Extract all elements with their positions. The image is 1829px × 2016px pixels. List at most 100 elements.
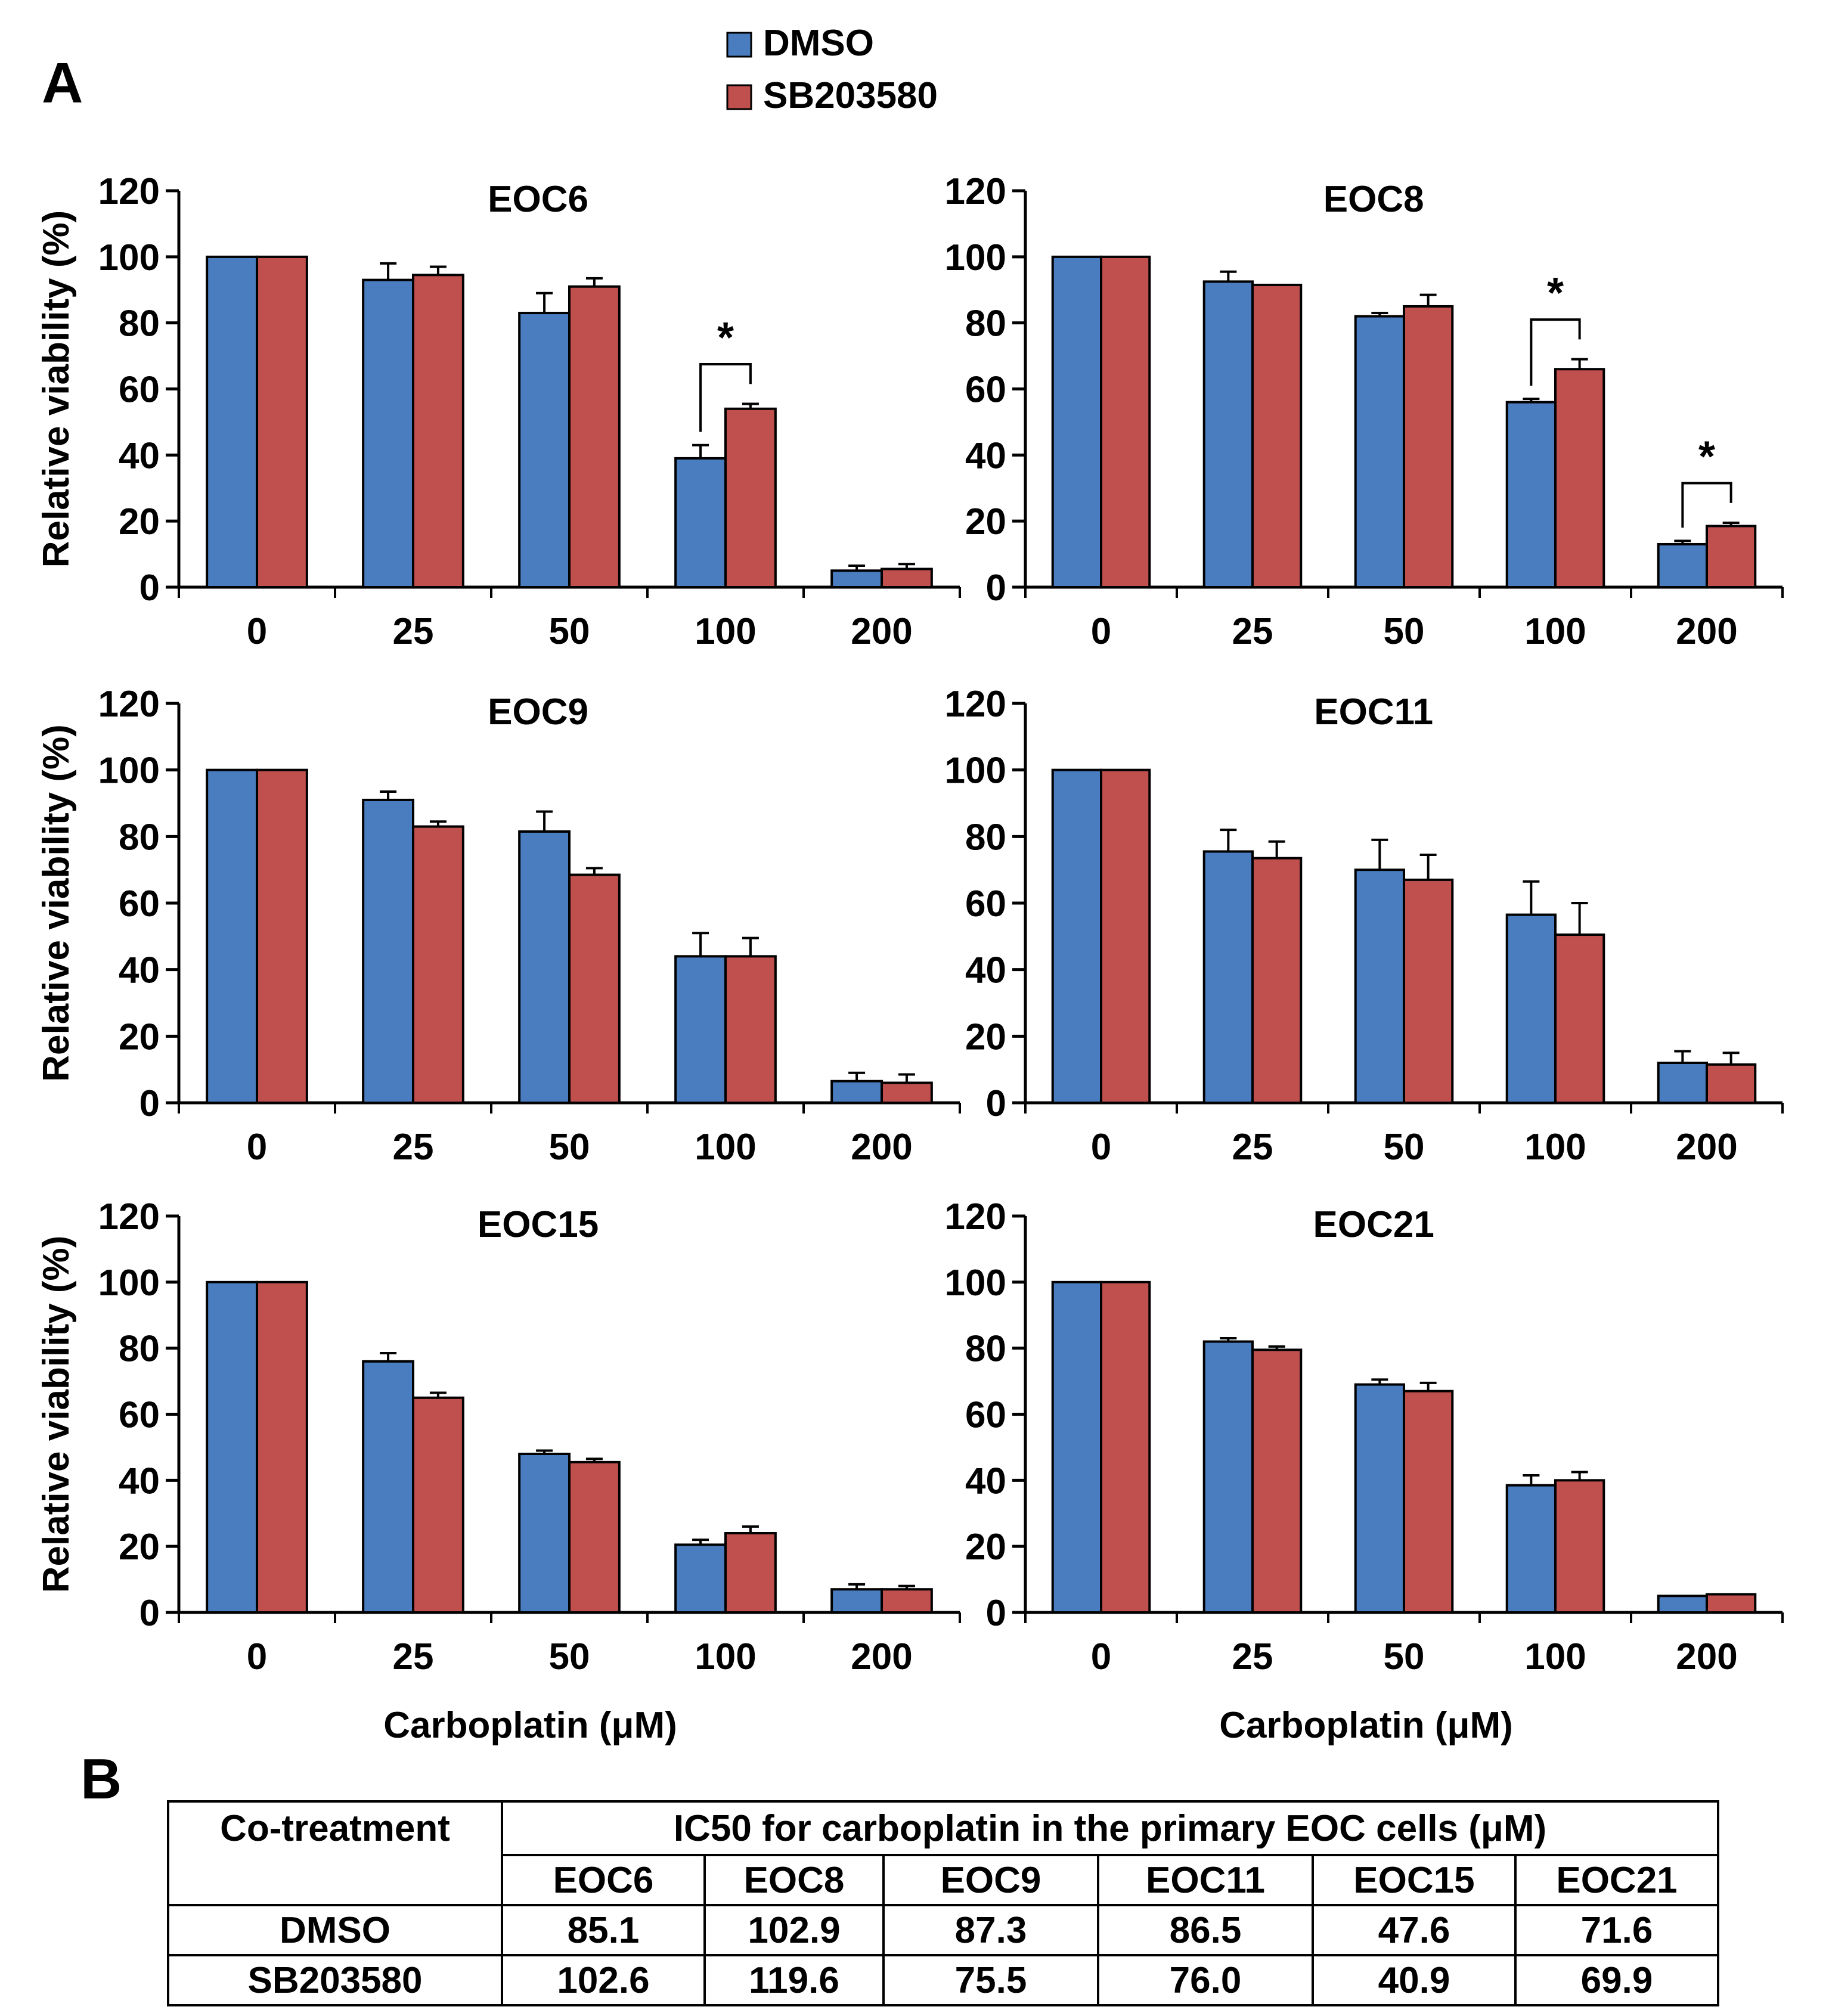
y-tick-label: 80 — [965, 817, 1006, 858]
table-cell: 69.9 — [1514, 1954, 1720, 2006]
legend-swatch — [726, 32, 752, 58]
y-tick-label: 80 — [119, 1329, 160, 1370]
chart-title: EOC8 — [1323, 179, 1424, 220]
y-tick-label: 60 — [119, 883, 160, 925]
table-cell: 47.6 — [1312, 1904, 1517, 1956]
x-tick-label: 0 — [1091, 1127, 1111, 1168]
table-cell: 86.5 — [1097, 1904, 1314, 1956]
table-cell: 71.6 — [1514, 1904, 1720, 1956]
y-tick-label: 100 — [945, 750, 1006, 792]
bar-sb203580 — [1554, 368, 1605, 588]
x-tick-label: 100 — [1524, 611, 1586, 652]
bar-sb203580 — [1403, 305, 1454, 588]
y-tick-label: 60 — [965, 883, 1006, 925]
bar-sb203580 — [1251, 1348, 1303, 1614]
x-tick-label: 25 — [1232, 611, 1273, 652]
y-tick-label: 0 — [140, 567, 160, 609]
x-tick-label: 50 — [1384, 1127, 1425, 1168]
y-tick-label: 120 — [945, 171, 1006, 212]
bar-sb203580 — [256, 1280, 308, 1614]
y-tick-label: 100 — [98, 237, 160, 278]
bar-dmso — [1505, 401, 1557, 589]
x-tick-label: 25 — [393, 1127, 434, 1168]
table-row: SB203580 102.6 119.6 75.5 76.0 40.9 69.9 — [167, 1954, 1720, 2006]
y-tick-label: 40 — [119, 950, 160, 991]
bar-sb203580 — [724, 955, 777, 1105]
bar-sb203580 — [568, 873, 621, 1104]
y-tick-label: 40 — [119, 435, 160, 476]
x-tick-label: 50 — [1384, 611, 1425, 652]
bar-sb203580 — [724, 1532, 777, 1614]
bar-sb203580 — [881, 1081, 933, 1104]
legend-label: SB203580 — [763, 75, 938, 116]
bar-dmso — [674, 955, 727, 1105]
bar-dmso — [362, 278, 414, 588]
y-tick-label: 0 — [986, 1593, 1006, 1634]
table-cell: 102.6 — [501, 1954, 706, 2006]
table-cell: 85.1 — [501, 1904, 706, 1956]
bar-sb203580 — [412, 1396, 464, 1614]
table-cell: 102.9 — [703, 1904, 885, 1956]
significance-bracket — [1681, 482, 1732, 528]
chart-title: EOC15 — [478, 1204, 599, 1245]
x-tick-label: 100 — [1524, 1636, 1586, 1677]
bar-dmso — [674, 457, 727, 588]
bar-dmso — [362, 798, 414, 1104]
y-tick-label: 60 — [119, 370, 160, 411]
y-tick-label: 120 — [945, 1196, 1006, 1237]
bar-sb203580 — [412, 274, 464, 588]
bar-sb203580 — [724, 407, 777, 588]
bar-sb203580 — [1251, 283, 1303, 588]
legend-swatch — [726, 84, 752, 110]
bar-sb203580 — [256, 768, 308, 1104]
bar-sb203580 — [1100, 255, 1151, 589]
chart-title: EOC21 — [1313, 1204, 1434, 1245]
bar-dmso — [674, 1543, 727, 1614]
y-tick-label: 120 — [98, 171, 160, 212]
bar-dmso — [1202, 280, 1254, 589]
y-tick-label: 40 — [965, 950, 1006, 991]
y-tick-label: 40 — [965, 1460, 1006, 1502]
bar-sb203580 — [412, 825, 464, 1105]
significance-bracket — [1530, 318, 1581, 386]
table-col-header: EOC11 — [1097, 1854, 1314, 1906]
bar-dmso — [1051, 255, 1102, 589]
x-tick-label: 100 — [1524, 1127, 1586, 1168]
bar-sb203580 — [1706, 1063, 1757, 1104]
bar-dmso — [1657, 542, 1708, 588]
bar-dmso — [1051, 1280, 1102, 1614]
x-tick-label: 0 — [247, 1636, 267, 1677]
table-col-header: EOC9 — [882, 1854, 1099, 1906]
y-tick-label: 20 — [965, 1016, 1006, 1057]
bar-dmso — [518, 1453, 571, 1614]
y-tick-label: 20 — [965, 501, 1006, 542]
x-tick-label: 100 — [695, 1636, 756, 1677]
table-span-header: IC50 for carboplatin in the primary EOC … — [500, 1800, 1720, 1856]
bar-dmso — [362, 1360, 414, 1614]
x-tick-label: 0 — [1091, 1636, 1111, 1677]
ic50-table: Co-treatment IC50 for carboplatin in the… — [167, 1800, 1720, 2006]
x-tick-label: 50 — [549, 1636, 590, 1677]
bar-sb203580 — [568, 285, 621, 588]
panel-label-a: A — [42, 51, 83, 115]
table-cell: 76.0 — [1097, 1954, 1314, 2006]
bar-sb203580 — [1403, 1390, 1454, 1614]
x-tick-label: 0 — [1091, 611, 1111, 652]
y-tick-label: 60 — [965, 1395, 1006, 1436]
bar-dmso — [518, 830, 571, 1105]
y-tick-label: 100 — [945, 1263, 1006, 1304]
table-row-label: SB203580 — [167, 1954, 503, 2006]
bar-dmso — [1051, 768, 1102, 1104]
table-corner: Co-treatment — [167, 1800, 503, 1906]
x-tick-label: 200 — [1676, 611, 1737, 652]
y-tick-label: 120 — [98, 684, 160, 725]
y-axis-label: Relative viability (%) — [36, 210, 77, 568]
table-cell: 40.9 — [1312, 1954, 1517, 2006]
significance-marker: * — [1547, 269, 1564, 317]
y-tick-label: 0 — [140, 1083, 160, 1124]
x-tick-label: 50 — [1384, 1636, 1425, 1677]
bar-dmso — [830, 569, 884, 589]
bar-dmso — [206, 768, 258, 1104]
bar-dmso — [1354, 1383, 1405, 1614]
